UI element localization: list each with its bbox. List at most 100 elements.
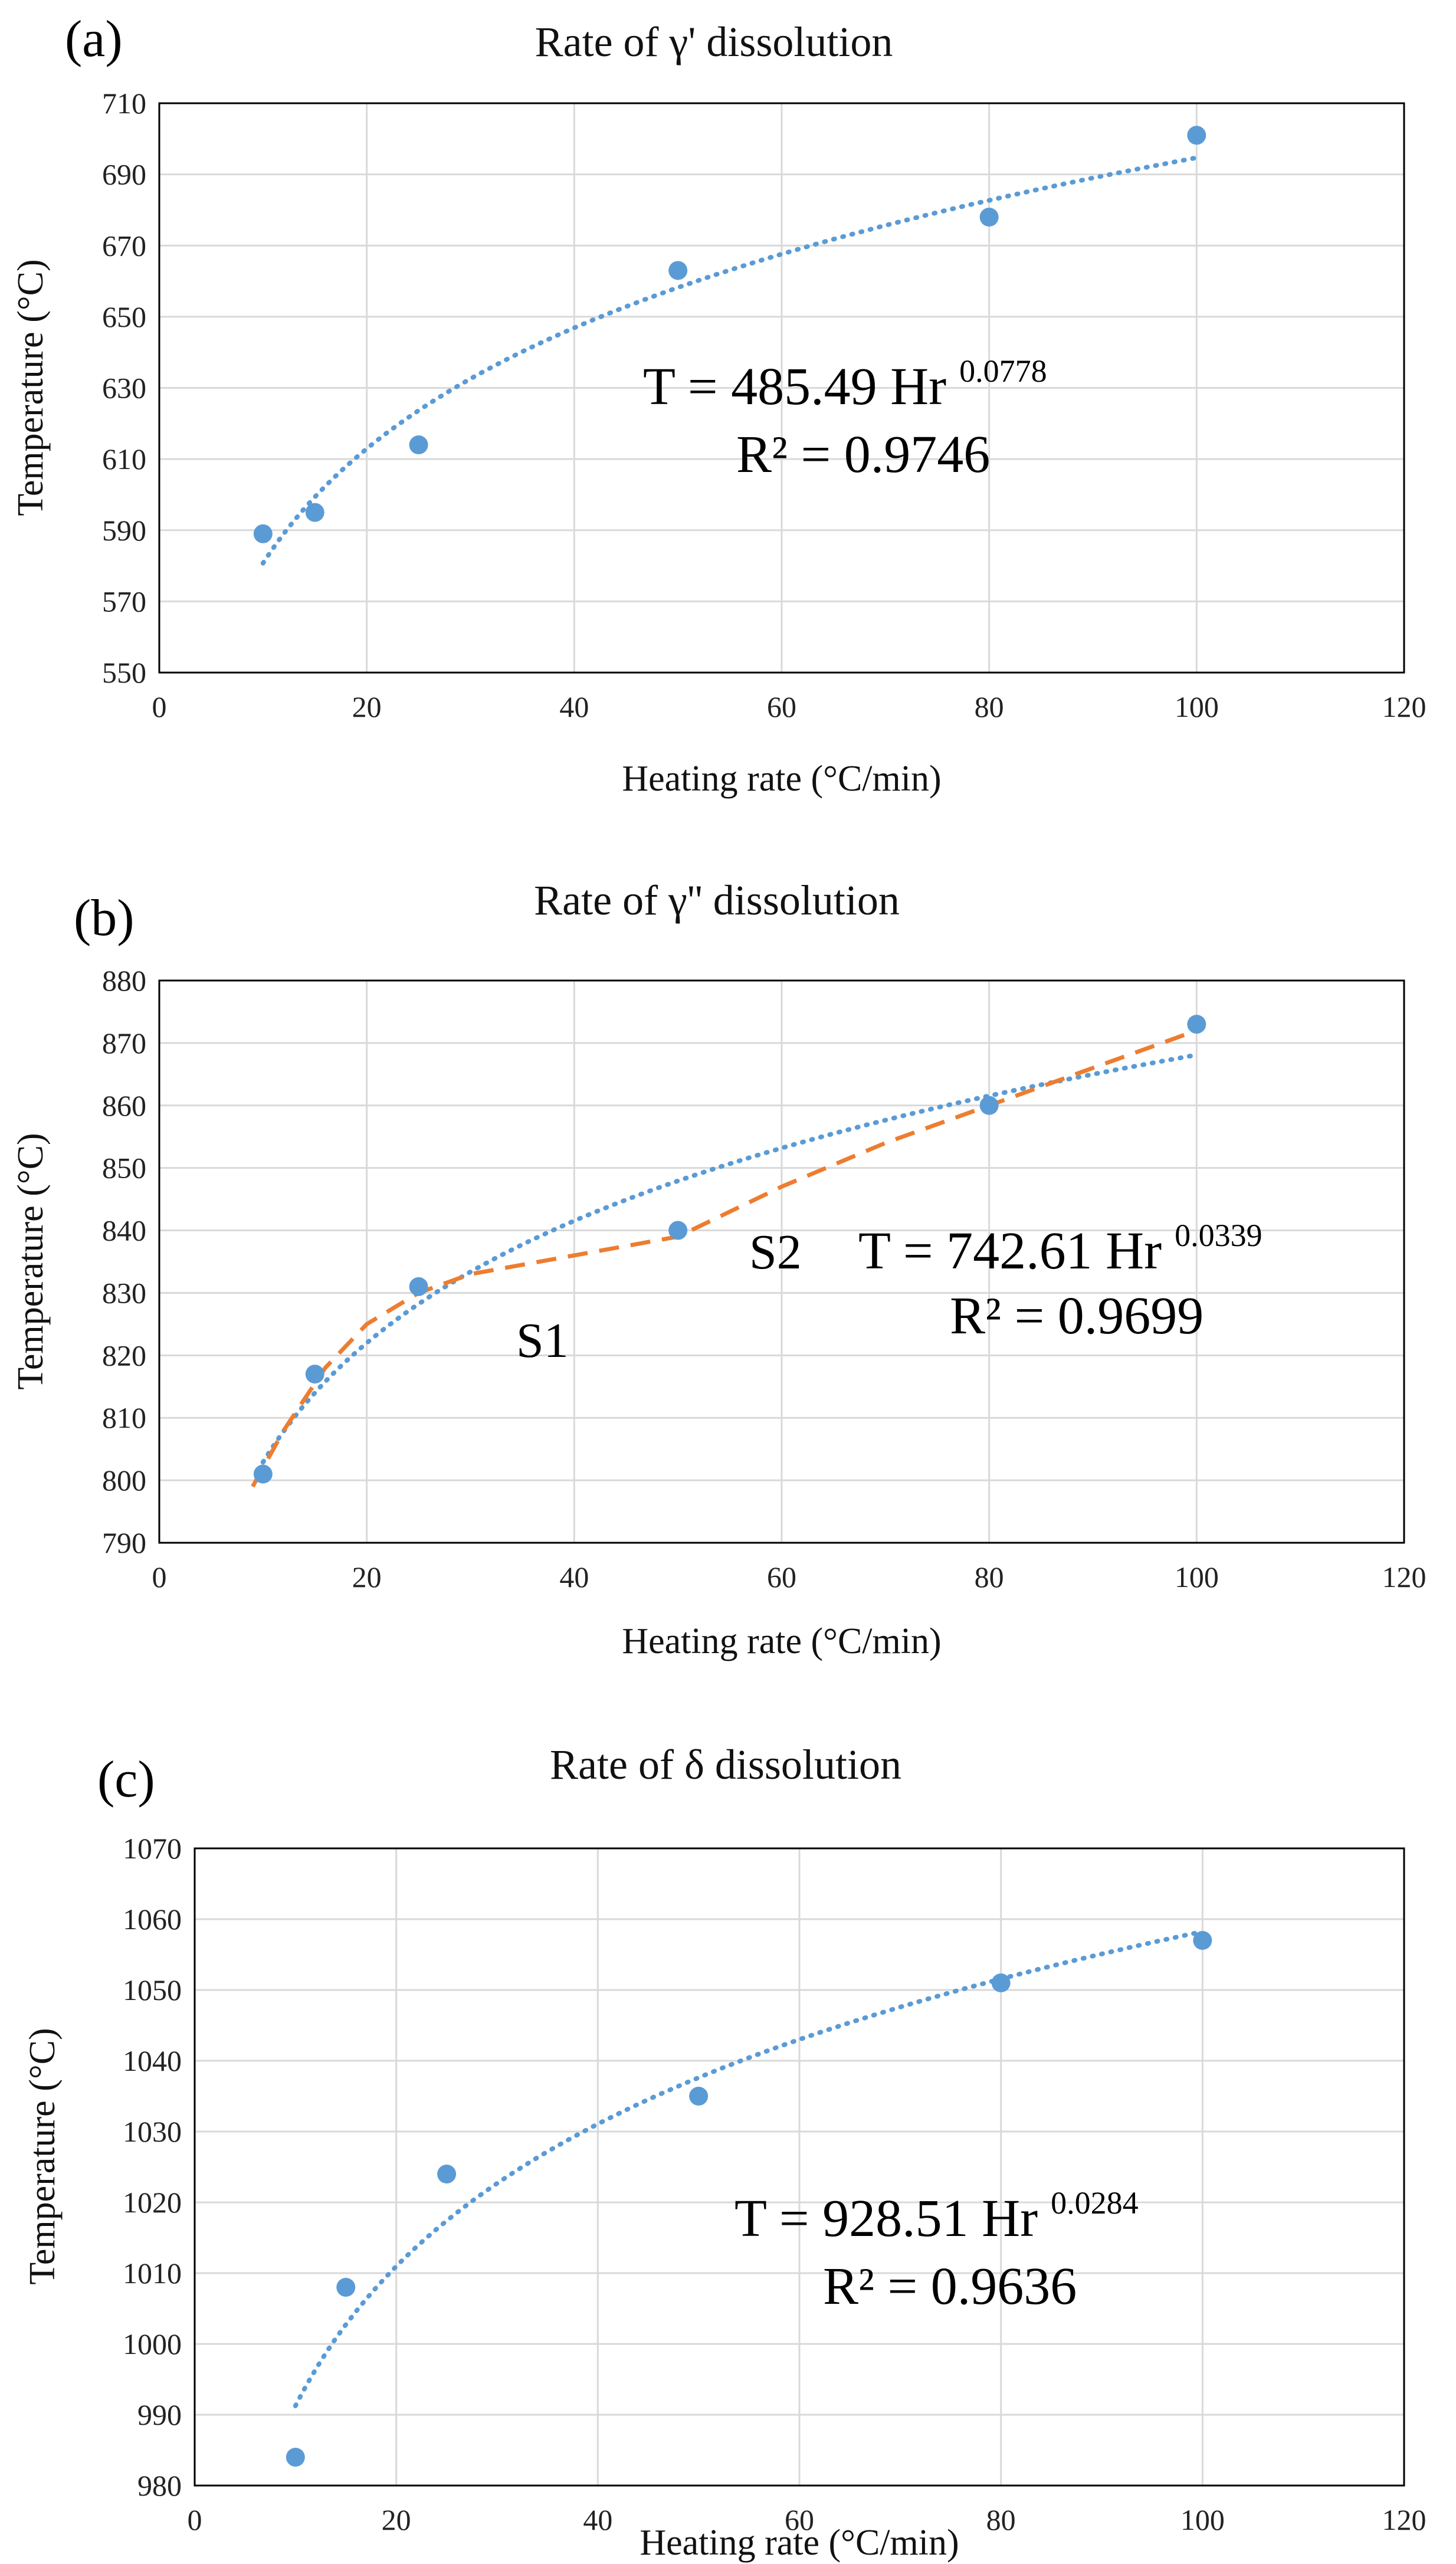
data-points-b: [253, 1015, 1206, 1484]
y-tick-label: 800: [102, 1464, 146, 1497]
chart-title-c: Rate of δ dissolution: [550, 1741, 901, 1788]
chart-svg-a: (a) Rate of γ' dissolution 0 20 40 60 80 100 1…: [11, 11, 1427, 799]
y-tick-label: 650: [102, 300, 146, 333]
chart-svg-b: (b) Rate of γ'' dissolution 0 20 40 60 80 100…: [11, 877, 1427, 1661]
gridlines-c: [195, 1848, 1404, 2486]
segment-label-s2: S2: [749, 1225, 802, 1280]
chart-title-b: Rate of γ'' dissolution: [534, 877, 900, 924]
data-point: [1187, 126, 1206, 145]
y-tick-label: 990: [137, 2398, 182, 2431]
x-tick-label: 100: [1180, 2503, 1225, 2536]
data-point: [409, 435, 428, 454]
y-tick-label: 550: [102, 656, 146, 689]
y-tick-label: 1050: [123, 1973, 182, 2006]
x-axis-label-a: Heating rate (°C/min): [622, 759, 941, 799]
gridlines-b: [159, 981, 1404, 1543]
x-tick-label: 80: [975, 690, 1004, 723]
trendline-a: [260, 155, 1199, 566]
data-point: [991, 1973, 1011, 1992]
y-tick-label: 980: [137, 2469, 182, 2502]
equation-exponent-c: 0.0284: [1051, 2185, 1139, 2221]
data-point: [668, 1221, 688, 1240]
x-tick-label: 40: [583, 2503, 612, 2536]
data-point: [253, 1464, 273, 1484]
plot-frame-a: [158, 102, 1405, 674]
x-tick-label: 0: [152, 690, 167, 723]
equation-exponent-b: 0.0339: [1175, 1218, 1262, 1253]
data-point: [305, 503, 324, 522]
plot-frame-c: [194, 1847, 1405, 2487]
plot-frame-b: [158, 979, 1405, 1544]
trendline-b: [260, 1053, 1199, 1465]
panel-label-c: (c): [97, 1751, 155, 1808]
y-axis-label-c: Temperature (°C): [22, 2028, 63, 2284]
y-tick-label: 1000: [123, 2327, 182, 2360]
x-tick-label: 100: [1175, 690, 1219, 723]
chart-panel-a: (a) Rate of γ' dissolution 0 20 40 60 80 100 1…: [0, 0, 1456, 838]
y-tick-label: 590: [102, 514, 146, 547]
equation-c: T = 928.51 Hr 0.0284: [734, 2185, 1139, 2248]
x-tick-label: 120: [1382, 2503, 1427, 2536]
data-point: [253, 524, 273, 543]
tick-labels-c: 0 20 40 60 80 100 120 980 990 1000 1010 1020 1030 104…: [123, 1832, 1427, 2536]
x-tick-label: 120: [1382, 690, 1427, 723]
y-tick-label: 630: [102, 372, 146, 405]
x-tick-label: 60: [767, 690, 796, 723]
gridlines-a: [159, 103, 1404, 673]
data-point: [336, 2278, 356, 2297]
y-tick-label: 1070: [123, 1832, 182, 1865]
segment-label-s1: S1: [516, 1313, 569, 1368]
tick-labels-b: 0 20 40 60 80 100 120 790 800 810 820 830 840 850 860 8…: [102, 964, 1427, 1594]
x-tick-label: 100: [1175, 1560, 1219, 1594]
chart-title-a: Rate of γ' dissolution: [535, 18, 893, 65]
trendline-curve: [260, 155, 1199, 566]
x-tick-label: 0: [152, 1560, 167, 1594]
panel-label-b: (b): [74, 890, 135, 947]
data-point: [305, 1365, 324, 1384]
data-point: [286, 2448, 305, 2467]
equation-prefix-b: T = 742.61 Hr: [858, 1222, 1162, 1280]
y-tick-label: 1040: [123, 2044, 182, 2077]
data-point: [409, 1277, 428, 1296]
chart-panel-c: (c) Rate of δ dissolution 0 20 40 60 80 100 12…: [0, 1723, 1456, 2564]
x-tick-label: 80: [975, 1560, 1004, 1594]
y-tick-label: 670: [102, 229, 146, 262]
data-point: [1187, 1015, 1206, 1034]
y-tick-label: 1030: [123, 2115, 182, 2148]
y-tick-label: 790: [102, 1526, 146, 1559]
x-tick-label: 60: [785, 2503, 814, 2536]
data-point: [668, 261, 688, 280]
x-axis-label-b: Heating rate (°C/min): [622, 1621, 941, 1661]
data-points-a: [253, 126, 1206, 543]
y-tick-label: 610: [102, 442, 146, 476]
y-tick-label: 810: [102, 1401, 146, 1434]
trendline-curve: [293, 1929, 1205, 2408]
y-axis-label-b: Temperature (°C): [11, 1133, 51, 1389]
panel-label-a: (a): [65, 11, 123, 68]
tick-labels-a: 0 20 40 60 80 100 120 550 570 590 610 630 650 670 690 7…: [102, 87, 1427, 723]
equation-exponent-a: 0.0778: [959, 353, 1047, 389]
y-tick-label: 710: [102, 87, 146, 120]
data-point: [979, 1096, 999, 1115]
x-tick-label: 20: [352, 1560, 382, 1594]
data-points-c: [286, 1931, 1212, 2467]
data-point: [689, 2087, 709, 2106]
data-point: [437, 2165, 457, 2183]
x-tick-label: 60: [767, 1560, 796, 1594]
y-tick-label: 1020: [123, 2186, 182, 2219]
y-tick-label: 850: [102, 1152, 146, 1185]
x-tick-label: 80: [986, 2503, 1016, 2536]
y-tick-label: 830: [102, 1276, 146, 1309]
x-tick-label: 20: [382, 2503, 411, 2536]
y-tick-label: 860: [102, 1089, 146, 1122]
x-tick-label: 120: [1382, 1560, 1427, 1594]
data-point: [1193, 1931, 1212, 1950]
x-tick-label: 0: [188, 2503, 202, 2536]
y-tick-label: 1060: [123, 1903, 182, 1936]
chart-svg-c: (c) Rate of δ dissolution 0 20 40 60 80 100 12…: [22, 1741, 1427, 2563]
equation-a: T = 485.49 Hr 0.0778: [643, 353, 1047, 416]
y-tick-label: 880: [102, 964, 146, 997]
equation-prefix-a: T = 485.49 Hr: [643, 358, 946, 416]
data-point: [979, 208, 999, 227]
x-tick-label: 40: [559, 1560, 589, 1594]
